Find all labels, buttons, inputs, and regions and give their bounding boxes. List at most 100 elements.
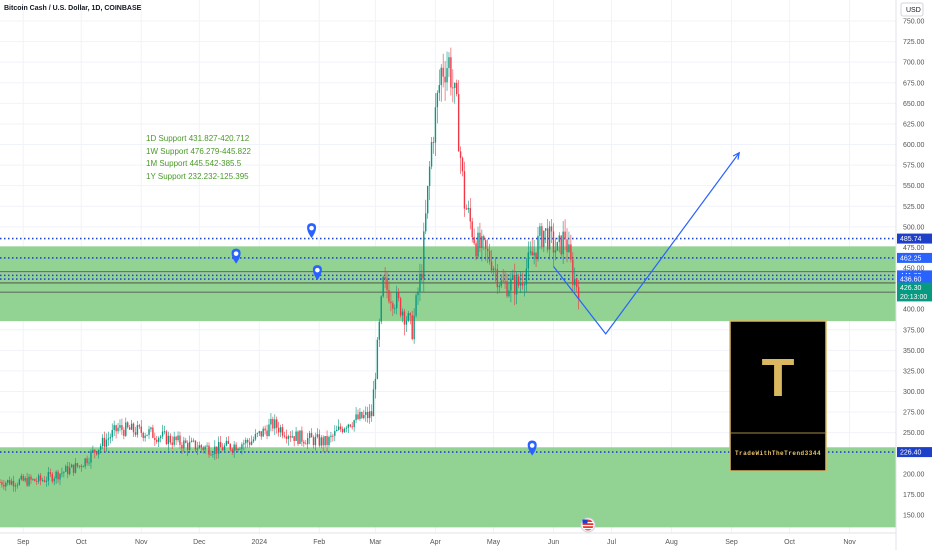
candle-body — [262, 428, 264, 437]
candle-body — [39, 475, 42, 481]
pin-shape — [527, 440, 537, 456]
candle-body — [330, 435, 332, 437]
time-tick-label: Feb — [313, 539, 325, 546]
candle-body — [566, 239, 568, 252]
location-pin-icon — [307, 223, 317, 239]
us-flag-icon[interactable] — [580, 517, 596, 533]
candle-body — [159, 436, 162, 438]
candle-body — [434, 107, 437, 143]
candle-body — [68, 467, 71, 475]
candle-body — [243, 443, 245, 445]
candle-body — [485, 240, 487, 249]
candle-body — [498, 285, 500, 288]
candle-body — [247, 439, 249, 443]
candle-body — [53, 478, 55, 482]
support-annotation-1m: 1M Support 445.542-385.5 — [146, 159, 242, 168]
time-tick-label: Jul — [607, 539, 616, 546]
candle-body — [36, 481, 38, 483]
candle-body — [10, 480, 13, 485]
candle-body — [63, 471, 65, 473]
candle-body — [241, 444, 243, 449]
candle-body — [8, 480, 11, 485]
time-tick-label: Oct — [76, 539, 87, 546]
candle-body — [366, 411, 369, 419]
candle-body — [252, 439, 255, 442]
candle-body — [260, 431, 262, 437]
candle-body — [397, 292, 400, 299]
candle-body — [556, 242, 559, 251]
pin-shape — [312, 265, 322, 281]
candle-body — [45, 480, 48, 482]
candle-body — [328, 436, 330, 446]
candle-body — [51, 473, 53, 482]
logo-handle: TradeWithTheTrend3344 — [735, 450, 821, 457]
currency-box[interactable] — [900, 2, 924, 17]
candle-body — [575, 278, 578, 288]
support-annotation-1d: 1D Support 431.827-420.712 — [146, 134, 250, 143]
candle-body — [396, 292, 398, 309]
candle-body — [324, 436, 326, 446]
candle-body — [405, 320, 408, 325]
candle-body — [287, 436, 290, 439]
price-tick-label: 600.00 — [903, 142, 925, 149]
candle-body — [517, 276, 520, 286]
candle-body — [200, 445, 202, 448]
price-tick-label: 150.00 — [903, 513, 925, 520]
candle-body — [533, 252, 535, 256]
candle-body — [185, 440, 187, 443]
candle-body — [508, 290, 510, 297]
candle-body — [537, 235, 539, 260]
candle-body — [481, 236, 483, 249]
candle-body — [334, 431, 336, 436]
time-tick-label: Aug — [665, 539, 678, 546]
candle-body — [401, 311, 404, 316]
candle-body — [115, 425, 117, 432]
candle-body — [107, 438, 110, 440]
candle-body — [22, 475, 24, 481]
candle-body — [545, 228, 547, 231]
candle-body — [477, 232, 479, 257]
candle-body — [376, 339, 379, 379]
candle-body — [225, 440, 228, 446]
candle-body — [469, 207, 471, 222]
candle-body — [363, 414, 365, 418]
candle-body — [24, 478, 26, 481]
candle-body — [254, 433, 257, 440]
candle-body — [299, 430, 301, 444]
candle-body — [444, 76, 446, 83]
candle-body — [415, 295, 417, 316]
candle-body — [332, 435, 334, 437]
candle-body — [570, 244, 572, 260]
candle-body — [82, 466, 84, 468]
candle-body — [239, 448, 241, 450]
candle-body — [248, 442, 251, 445]
price-tick-label: 700.00 — [903, 60, 925, 67]
candle-body — [281, 427, 284, 436]
candle-body — [156, 439, 158, 442]
candle-body — [496, 269, 499, 288]
price-tag — [897, 291, 932, 302]
price-tick-label: 575.00 — [903, 163, 925, 170]
candle-body — [349, 424, 351, 427]
candle-body — [111, 429, 113, 438]
candle-body — [440, 67, 442, 86]
candle-body — [43, 480, 46, 482]
candle-body — [425, 213, 427, 232]
candle-body — [521, 282, 524, 286]
candle-body — [214, 446, 216, 455]
candle-body — [314, 436, 317, 446]
candle-body — [357, 414, 359, 419]
candle-body — [510, 278, 512, 291]
candle-body — [144, 435, 146, 438]
pin-hole — [233, 251, 239, 256]
candle-body — [361, 412, 363, 418]
candle-body — [303, 441, 305, 444]
price-tick-label: 675.00 — [903, 80, 925, 87]
candle-body — [525, 268, 528, 285]
candle-body — [527, 252, 530, 269]
projection-line — [552, 152, 740, 335]
candle-body — [84, 458, 86, 467]
candle-body — [436, 92, 439, 108]
candle-body — [173, 436, 175, 445]
